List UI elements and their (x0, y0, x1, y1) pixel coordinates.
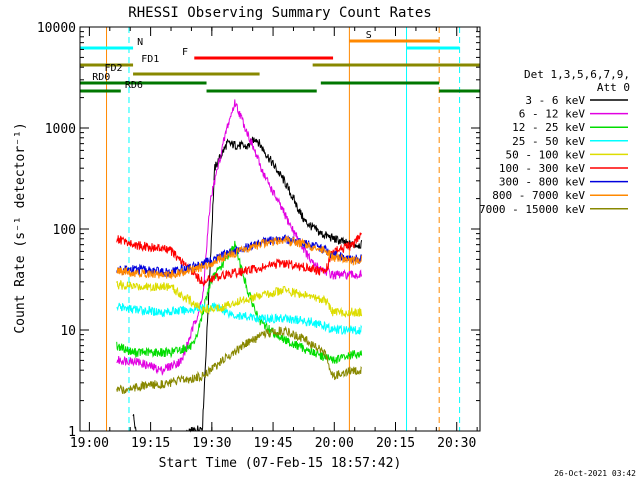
x-tick-label-6: 20:30 (437, 436, 476, 451)
flag-label-fd2: FD2 (104, 63, 122, 74)
x-tick-label-0: 19:00 (70, 436, 109, 451)
y-tick-label-4: 10000 (37, 21, 76, 36)
legend-label-3: 25 - 50 keV (512, 135, 585, 148)
x-tick-label-2: 19:30 (192, 436, 231, 451)
legend-label-4: 50 - 100 keV (506, 148, 586, 161)
footer-timestamp: 26-Oct-2021 03:42 (554, 469, 636, 478)
flag-label-fd1: FD1 (141, 54, 159, 65)
y-tick-label-3: 1000 (45, 122, 76, 137)
legend-label-5: 100 - 300 keV (499, 162, 585, 175)
legend-label-0: 3 - 6 keV (525, 94, 585, 107)
flag-label-s: S (366, 30, 372, 41)
series-line-7 (116, 235, 363, 280)
flag-label-n: N (137, 37, 143, 48)
y-axis-label: Count Rate (s⁻¹ detector⁻¹) (13, 122, 28, 333)
legend-label-1: 6 - 12 keV (519, 108, 586, 121)
y-tick-label-0: 1 (68, 425, 76, 440)
legend-header-line1: Det 1,3,5,6,7,9, (524, 68, 630, 81)
x-tick-label-1: 19:15 (131, 436, 170, 451)
chart-title: RHESSI Observing Summary Count Rates (128, 5, 431, 21)
flag-label-f: F (182, 47, 188, 58)
legend-label-7: 800 - 7000 keV (492, 189, 585, 202)
legend-label-6: 300 - 800 keV (499, 176, 585, 189)
axes: 1 10 100 1000 10000 19:00 19:15 19:30 19:45 20:00… (37, 21, 481, 451)
x-axis-label: Start Time (07-Feb-15 18:57:42) (159, 456, 402, 471)
legend-label-8: 7000 - 15000 keV (479, 203, 585, 216)
x-tick-label-4: 20:00 (315, 436, 354, 451)
flag-label-rd0: RD0 (92, 72, 110, 83)
x-tick-label-5: 20:15 (376, 436, 415, 451)
series-line-0 (132, 136, 363, 433)
y-tick-label-1: 10 (60, 324, 76, 339)
y-tick-label-2: 100 (53, 223, 76, 238)
legend-label-2: 12 - 25 keV (512, 121, 585, 134)
legend-header-line2: Att 0 (597, 81, 630, 94)
x-tick-label-3: 19:45 (253, 436, 292, 451)
series-line-2 (116, 240, 363, 364)
series-line-5 (116, 232, 362, 288)
series-lines (116, 99, 363, 433)
series-line-4 (116, 280, 363, 318)
flag-label-rd6: RD6 (125, 80, 143, 91)
series-line-3 (116, 302, 363, 335)
series-line-8 (116, 325, 363, 395)
